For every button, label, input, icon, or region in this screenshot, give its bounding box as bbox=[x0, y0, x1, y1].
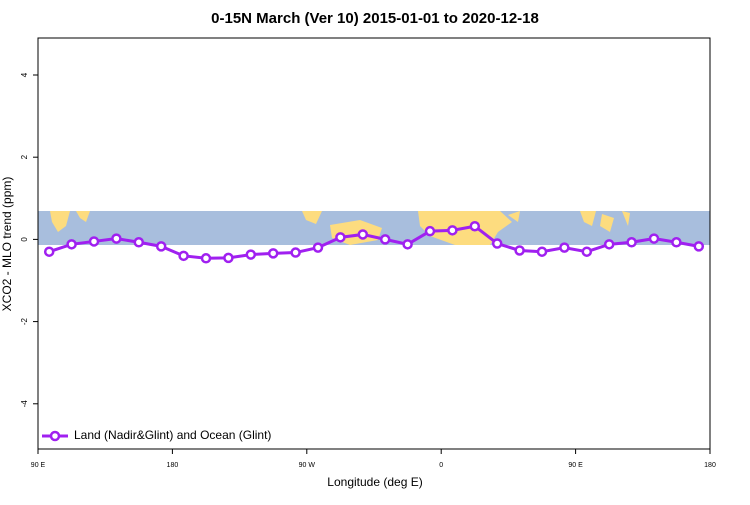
point bbox=[559, 242, 570, 253]
point bbox=[223, 252, 234, 264]
point bbox=[693, 241, 705, 252]
y-tick-label: 0 bbox=[20, 237, 29, 242]
point bbox=[447, 225, 458, 236]
point bbox=[581, 246, 593, 257]
point bbox=[424, 225, 436, 237]
y-tick-label: 2 bbox=[20, 154, 29, 159]
point bbox=[603, 239, 615, 250]
point bbox=[626, 237, 637, 248]
point bbox=[671, 237, 682, 248]
x-tick-label: 180 bbox=[704, 462, 716, 469]
x-tick-label: 180 bbox=[167, 462, 179, 469]
plot-frame bbox=[37, 37, 711, 450]
y-tick-label: 4 bbox=[20, 72, 29, 77]
point bbox=[357, 229, 369, 240]
point bbox=[245, 249, 257, 260]
point bbox=[200, 253, 212, 264]
y-axis-title: XCO2 - MLO trend (ppm) bbox=[0, 177, 14, 312]
map-band bbox=[38, 211, 710, 245]
point bbox=[290, 247, 301, 258]
point bbox=[648, 233, 660, 244]
point bbox=[312, 242, 324, 253]
point bbox=[402, 239, 413, 250]
point bbox=[111, 233, 122, 244]
point bbox=[66, 239, 77, 250]
point bbox=[379, 234, 391, 245]
point bbox=[335, 232, 346, 243]
legend-marker bbox=[49, 430, 61, 442]
point bbox=[133, 237, 145, 248]
y-tick-label: -2 bbox=[20, 317, 29, 325]
x-axis-title: Longitude (deg E) bbox=[327, 475, 422, 489]
point bbox=[491, 238, 503, 249]
point bbox=[469, 220, 481, 232]
point bbox=[178, 250, 189, 262]
y-tick-label: -4 bbox=[20, 400, 29, 408]
point bbox=[514, 245, 525, 256]
point bbox=[267, 248, 279, 259]
x-tick-label: 90 W bbox=[299, 462, 316, 469]
chart-title: 0-15N March (Ver 10) 2015-01-01 to 2020-… bbox=[211, 10, 539, 27]
point bbox=[536, 246, 548, 257]
x-tick-label: 90 E bbox=[568, 462, 583, 469]
point bbox=[88, 236, 100, 247]
x-tick-label: 90 E bbox=[31, 462, 46, 469]
point bbox=[155, 241, 167, 252]
point bbox=[43, 246, 55, 257]
x-tick-label: 0 bbox=[439, 462, 443, 469]
legend-label: Land (Nadir&Glint) and Ocean (Glint) bbox=[74, 428, 271, 442]
